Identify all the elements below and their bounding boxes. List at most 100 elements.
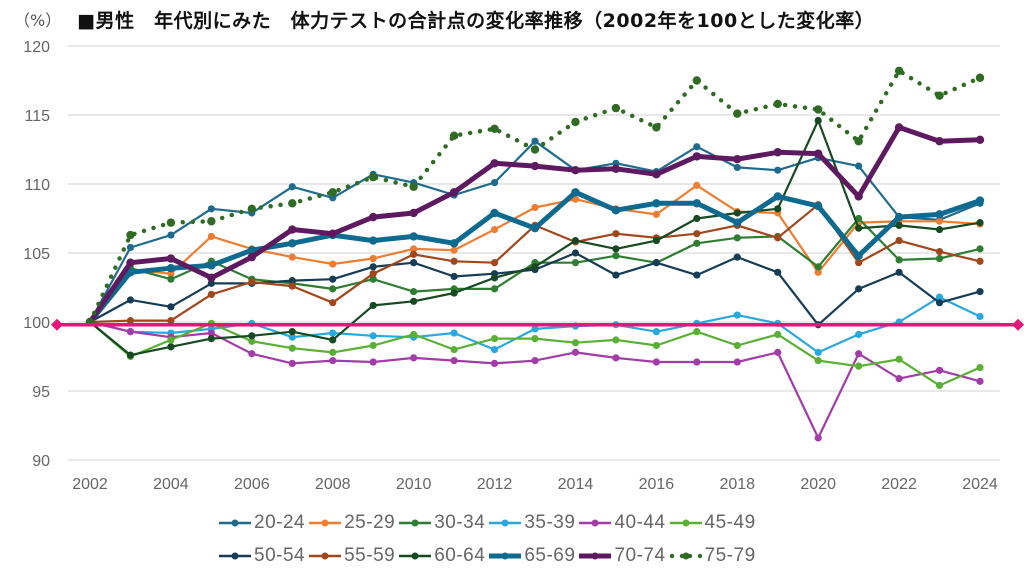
data-point (329, 348, 337, 356)
data-point (328, 188, 337, 197)
data-point (126, 258, 135, 267)
reference-line-layer (51, 318, 1024, 331)
legend-item: 65-69 (488, 545, 575, 567)
series-40-44 (86, 318, 984, 442)
data-point (895, 256, 903, 264)
data-point (773, 148, 782, 157)
data-point (571, 195, 580, 203)
data-point (530, 223, 540, 233)
data-point (288, 277, 296, 285)
legend-label: 20-24 (254, 511, 306, 533)
data-point (288, 333, 296, 341)
data-point (571, 166, 580, 175)
data-point (490, 124, 499, 133)
data-point (329, 336, 337, 344)
data-point (693, 181, 701, 189)
data-point (895, 221, 903, 229)
data-point (490, 359, 499, 367)
legend-item: 55-59 (308, 545, 395, 567)
data-point (935, 91, 944, 100)
data-point (248, 278, 256, 286)
data-point (814, 434, 822, 442)
data-point (854, 192, 863, 201)
x-tick-label: 2002 (72, 476, 108, 493)
data-point (450, 329, 458, 337)
series-65-69 (85, 188, 985, 327)
data-point (207, 217, 216, 226)
data-point (571, 249, 580, 257)
legend-swatch-icon (399, 519, 432, 526)
legend-swatch-icon (669, 519, 702, 526)
data-point (652, 199, 661, 208)
data-point (894, 66, 904, 76)
legend-swatch-icon (579, 552, 612, 559)
data-point (693, 143, 701, 151)
data-point (976, 312, 984, 321)
data-point (895, 268, 903, 276)
data-point (490, 346, 499, 354)
legend-swatch-icon (489, 552, 522, 559)
data-point (976, 288, 984, 296)
data-point (329, 357, 337, 365)
data-point (288, 282, 296, 290)
data-point (935, 381, 944, 390)
data-point (288, 359, 296, 367)
data-point (975, 73, 985, 82)
data-point (895, 355, 903, 363)
data-point (126, 317, 135, 325)
data-point (854, 251, 863, 260)
legend-swatch-icon (219, 552, 251, 559)
data-point (409, 182, 418, 191)
legend-item: 60-64 (398, 545, 485, 567)
legend: 20-24 25-29 30-34 35-39 40-44 45-49 50-54 55-59… (218, 506, 828, 572)
data-point (450, 357, 458, 365)
data-point (126, 230, 135, 240)
data-point (207, 329, 215, 337)
data-point (490, 208, 499, 218)
data-point (612, 252, 620, 260)
data-point (692, 152, 702, 161)
data-point (854, 137, 863, 146)
data-point (693, 271, 701, 279)
data-point (976, 257, 984, 265)
data-point (410, 245, 418, 253)
data-point (774, 330, 782, 339)
data-point (855, 350, 863, 358)
data-point (490, 179, 499, 187)
data-point (975, 135, 985, 145)
data-point (166, 218, 176, 227)
data-point (410, 297, 418, 305)
legend-label: 35-39 (524, 511, 576, 533)
data-point (612, 245, 620, 253)
data-point (894, 212, 904, 222)
series-60-64 (86, 116, 984, 359)
legend-label: 60-64 (434, 544, 486, 566)
data-point (369, 254, 377, 263)
data-point (531, 334, 539, 343)
legend-label: 25-29 (344, 511, 396, 533)
title-row: （%） ■男性 年代別にみた 体力テストの合計点の変化率推移（2002年を100… (14, 4, 874, 34)
data-point (652, 341, 660, 350)
data-point (571, 339, 580, 347)
data-point (410, 259, 418, 267)
data-point (329, 285, 337, 293)
data-point (814, 357, 822, 365)
y-tick-label: 115 (24, 108, 50, 125)
data-point (207, 273, 216, 283)
data-point (935, 299, 944, 307)
data-point (612, 354, 620, 362)
data-point (167, 343, 175, 351)
data-point (976, 219, 984, 227)
data-point (449, 188, 459, 197)
x-tick-label: 2020 (800, 476, 836, 493)
data-point (693, 239, 701, 247)
data-point (733, 218, 742, 227)
x-tick-label: 2012 (477, 476, 513, 493)
x-tick-label: 2008 (315, 476, 351, 493)
data-point (652, 210, 660, 218)
series-line (88, 189, 981, 324)
data-point (369, 270, 377, 278)
data-point (935, 366, 944, 374)
data-point (288, 253, 296, 261)
